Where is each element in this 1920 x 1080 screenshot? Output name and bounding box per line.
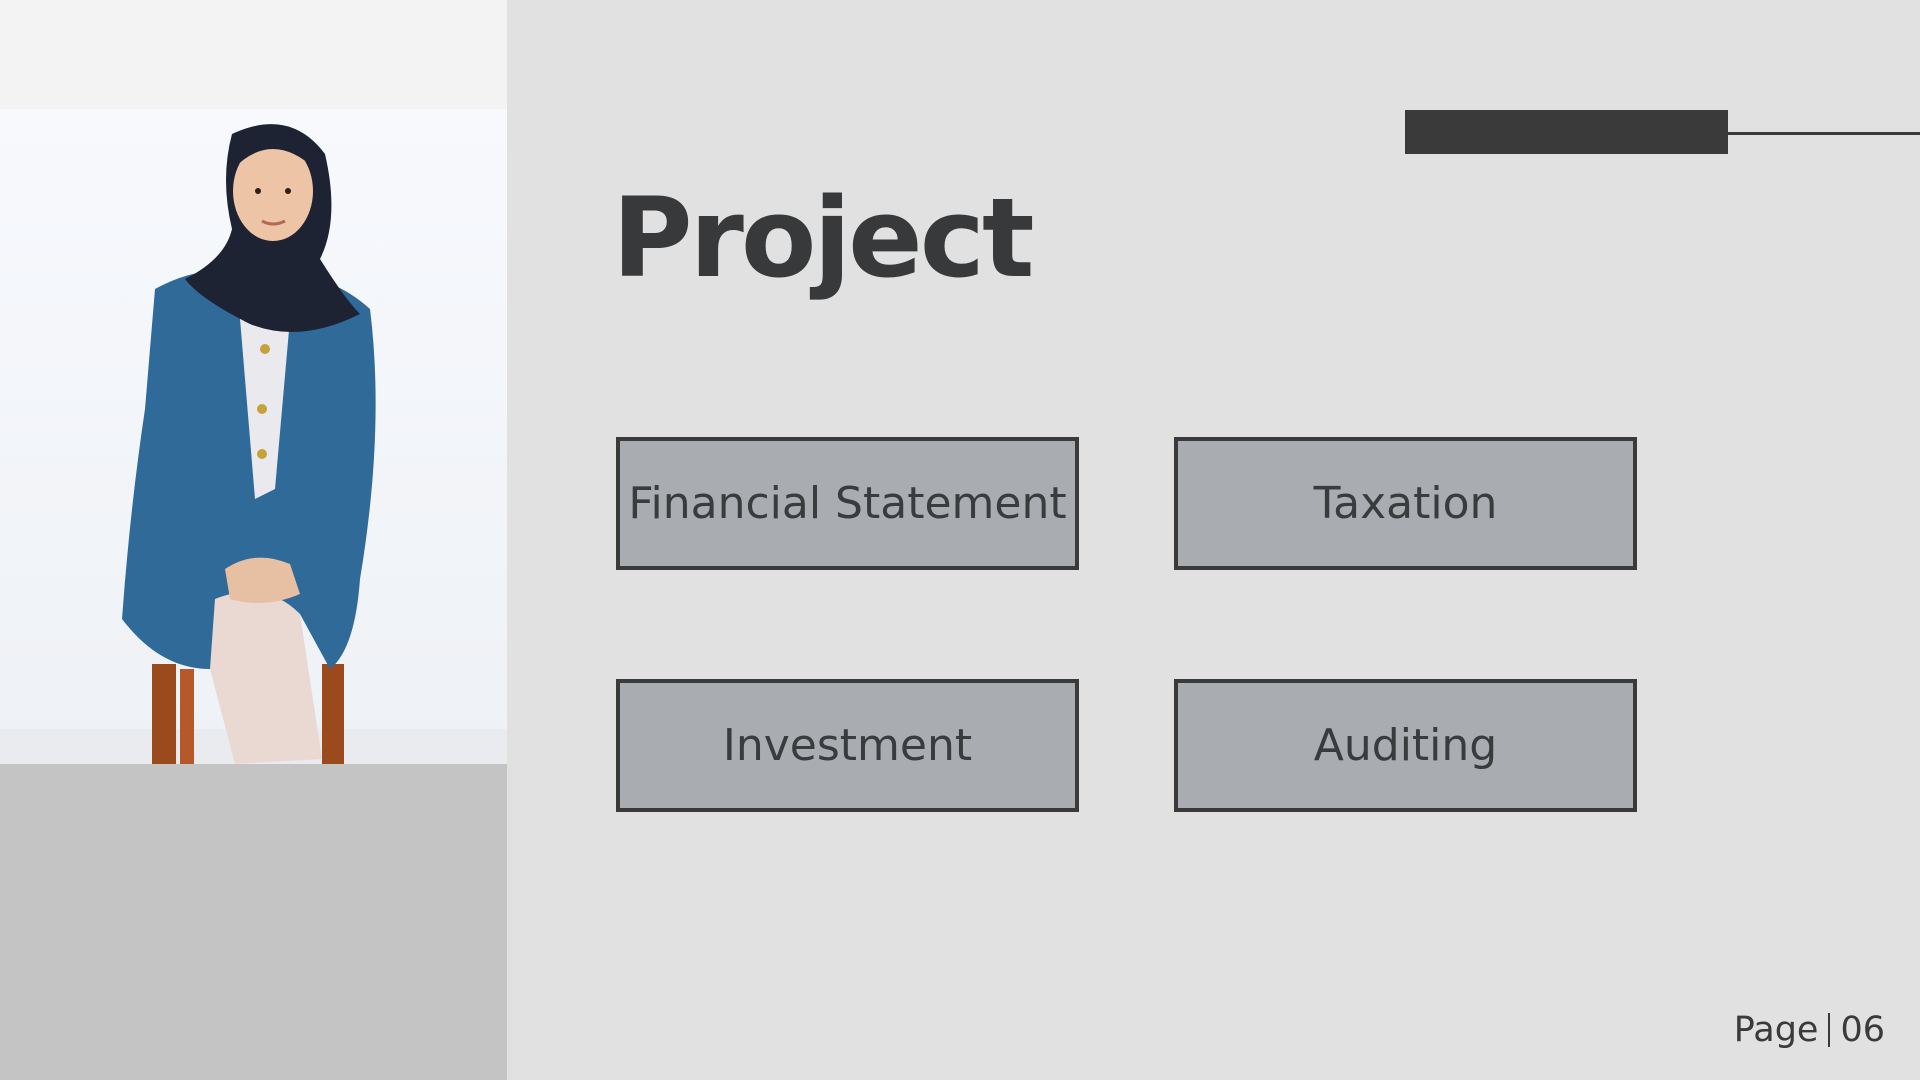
project-box-financial-statement: Financial Statement [616, 437, 1079, 570]
page-separator [1828, 1013, 1831, 1047]
portrait-photo [0, 109, 507, 764]
page-number: 06 [1840, 1010, 1885, 1050]
page-footer: Page 06 [1734, 1010, 1885, 1050]
left-top-band [0, 0, 507, 109]
project-box-auditing: Auditing [1174, 679, 1637, 812]
page-label: Page [1733, 1010, 1819, 1050]
project-label: Taxation [1313, 478, 1498, 529]
project-label: Auditing [1313, 720, 1498, 771]
accent-bar [1405, 110, 1728, 154]
project-box-investment: Investment [616, 679, 1079, 812]
accent-line [1728, 132, 1920, 135]
project-label: Financial Statement [628, 478, 1067, 529]
project-box-taxation: Taxation [1174, 437, 1637, 570]
project-label: Investment [722, 720, 973, 771]
slide-title: Project [612, 174, 1035, 302]
